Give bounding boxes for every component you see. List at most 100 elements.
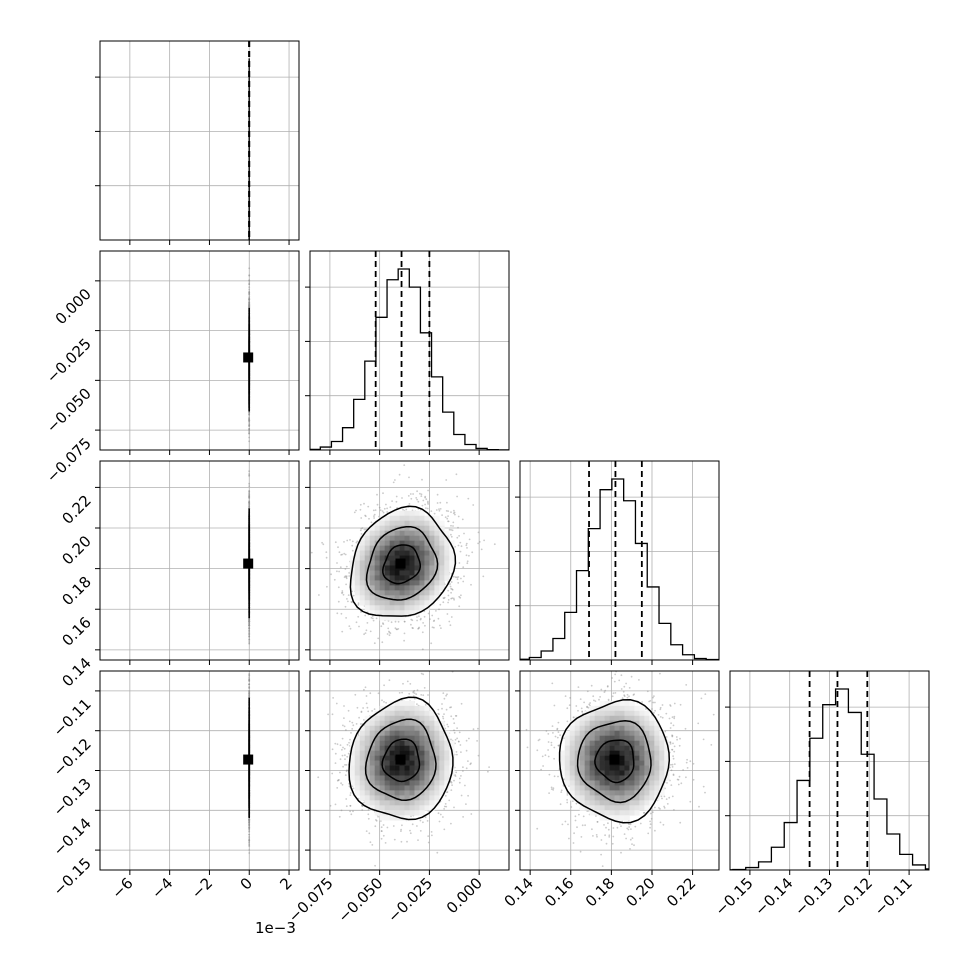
sample-point	[248, 416, 251, 419]
sample-point	[248, 303, 251, 305]
sample-point	[364, 614, 367, 617]
sample-point	[248, 297, 251, 299]
sample-point	[248, 618, 251, 620]
sample-point	[248, 505, 251, 507]
sample-point	[248, 424, 251, 427]
sample-point	[248, 626, 251, 629]
sample-point	[248, 456, 250, 458]
sample-point	[248, 620, 251, 623]
sample-point	[382, 622, 384, 625]
sample-point	[248, 291, 251, 294]
sample-point	[248, 419, 251, 422]
sample-point	[415, 497, 418, 499]
histogram-step	[730, 688, 929, 870]
sample-point	[248, 305, 251, 307]
sample-point	[248, 629, 251, 632]
sample-point	[248, 293, 251, 295]
sample-point	[248, 623, 251, 626]
sample-point	[248, 267, 251, 270]
sample-point	[248, 411, 251, 414]
sample-point	[248, 417, 251, 420]
sample-point	[248, 428, 251, 430]
sample-point	[440, 627, 442, 629]
sample-point	[388, 630, 390, 633]
sample-point	[248, 625, 251, 628]
sample-point	[248, 303, 251, 305]
sample-point	[248, 297, 251, 300]
sample-point	[248, 622, 251, 625]
sample-point	[448, 528, 451, 531]
sample-point	[248, 619, 251, 622]
sample-point	[248, 411, 251, 413]
sample-point	[248, 490, 251, 493]
sample-point	[248, 622, 251, 625]
axes-frame	[99, 250, 300, 451]
sample-point	[248, 628, 251, 630]
sample-point	[248, 420, 251, 423]
sample-point	[248, 620, 251, 623]
sample-point	[248, 501, 251, 504]
sample-point	[248, 298, 251, 300]
sample-point	[248, 624, 251, 626]
sample-point	[248, 627, 251, 629]
sample-point	[248, 279, 251, 282]
sample-point	[248, 473, 251, 475]
sample-point	[248, 301, 251, 304]
sample-point	[248, 619, 251, 622]
axes-frame	[99, 40, 300, 241]
sample-point	[248, 620, 251, 623]
sample-point	[248, 627, 251, 630]
sample-point	[248, 624, 251, 627]
sample-point	[442, 597, 445, 599]
sample-point	[248, 496, 251, 499]
sample-point	[248, 496, 251, 499]
sample-point	[248, 413, 251, 415]
sample-point	[248, 304, 251, 307]
panels-layer	[95, 40, 930, 871]
sample-point	[248, 302, 251, 305]
sample-point	[344, 553, 347, 556]
sample-point	[248, 475, 251, 477]
sample-point	[248, 502, 251, 505]
sample-point	[248, 490, 251, 493]
sample-point	[248, 286, 251, 288]
sample-point	[248, 303, 251, 306]
sample-point	[248, 619, 251, 621]
sample-point	[416, 490, 418, 493]
sample-point	[343, 541, 345, 543]
sample-point	[248, 642, 251, 645]
sample-point	[248, 418, 251, 421]
sample-point	[427, 612, 430, 615]
sample-point	[390, 621, 393, 624]
sample-point	[248, 495, 251, 498]
sample-point	[410, 497, 413, 500]
sample-point	[248, 417, 251, 420]
sample-point	[438, 608, 440, 611]
density-peak	[243, 352, 254, 363]
axes-frame	[519, 460, 720, 661]
sample-point	[248, 617, 251, 620]
sample-point	[248, 428, 251, 430]
sample-point	[248, 301, 251, 304]
sample-point	[465, 544, 468, 547]
sample-point	[427, 500, 429, 503]
sample-point	[435, 610, 437, 612]
sample-point	[248, 505, 251, 508]
sample-point	[248, 424, 251, 427]
sample-point	[248, 436, 251, 439]
sample-point	[248, 620, 251, 623]
sample-point	[248, 619, 251, 621]
sample-point	[248, 440, 251, 443]
sample-point	[248, 429, 251, 431]
sample-point	[379, 509, 382, 512]
sample-point	[248, 274, 251, 277]
sample-point	[248, 633, 251, 636]
sample-point	[248, 298, 251, 301]
sample-point	[248, 506, 251, 509]
sample-point	[248, 500, 251, 503]
sample-point	[248, 620, 251, 622]
sample-point	[438, 509, 441, 512]
sample-point	[460, 545, 463, 548]
sample-point	[248, 503, 251, 505]
